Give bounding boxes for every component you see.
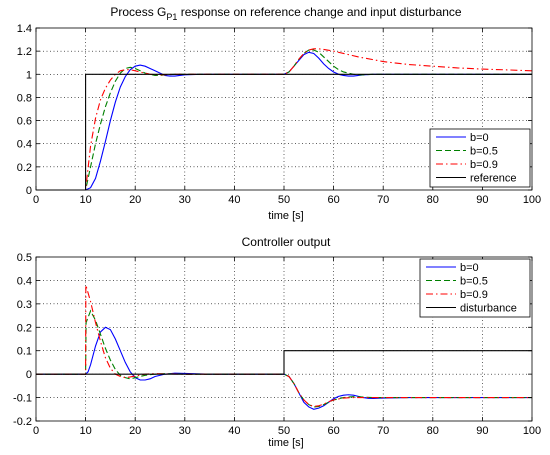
bottom-x-tick-label: 80 bbox=[427, 425, 439, 437]
bottom-x-tick-label: 30 bbox=[179, 425, 191, 437]
top-title-subscript: P1 bbox=[166, 12, 177, 22]
top-y-tick-label: 1 bbox=[26, 69, 32, 81]
bottom-legend-label: b=0 bbox=[460, 262, 479, 274]
bottom-series-b-0-9-line bbox=[36, 284, 532, 408]
bottom-y-tick-label: 0.5 bbox=[17, 252, 32, 264]
bottom-plot: 0 10 20 30 40 50 60 70 80 90 100 -0.2 -0.1 0 0.1 0.2 0.3… bbox=[13, 252, 541, 437]
top-chart-title: Process GP1 response on reference change… bbox=[110, 5, 462, 22]
bottom-y-tick-label: 0.1 bbox=[17, 346, 32, 358]
top-x-tick-label: 10 bbox=[79, 194, 91, 206]
top-x-axis-label: time [s] bbox=[268, 210, 303, 222]
top-x-tick-label: 70 bbox=[377, 194, 389, 206]
bottom-x-tick-label: 70 bbox=[377, 425, 389, 437]
top-y-tick-label: 0.6 bbox=[17, 116, 32, 128]
bottom-legend-label: b=0.9 bbox=[460, 289, 488, 301]
bottom-x-tick-label: 60 bbox=[327, 425, 339, 437]
top-legend: b=0 b=0.5b=0.9 reference bbox=[429, 128, 531, 188]
top-y-tick-label: 1.4 bbox=[17, 23, 32, 35]
bottom-series-disturbance-line bbox=[36, 350, 532, 375]
top-legend-label: b=0 bbox=[470, 132, 489, 144]
bottom-x-tick-label: 50 bbox=[278, 425, 290, 437]
top-title-main: Process G bbox=[110, 5, 166, 19]
bottom-legend: b=0 b=0.5b=0.9 disturbance bbox=[419, 258, 531, 318]
top-series-b-0-9-line bbox=[36, 48, 533, 191]
bottom-legend-label: b=0.5 bbox=[460, 276, 488, 288]
top-x-tick-label: 60 bbox=[327, 194, 339, 206]
top-y-tick-label: 0 bbox=[26, 185, 32, 197]
top-y-tick-label: 0.4 bbox=[17, 139, 32, 151]
top-x-tick-label: 80 bbox=[427, 194, 439, 206]
bottom-y-tick-label: -0.2 bbox=[13, 416, 32, 428]
top-x-tick-label: 20 bbox=[129, 194, 141, 206]
bottom-x-axis-label: time [s] bbox=[268, 437, 303, 449]
top-x-tick-label: 100 bbox=[523, 194, 541, 206]
top-legend-label: b=0.5 bbox=[470, 146, 498, 158]
bottom-y-tick-label: 0.2 bbox=[17, 322, 32, 334]
top-x-tick-label: 50 bbox=[278, 194, 290, 206]
bottom-legend-label: disturbance bbox=[460, 303, 517, 315]
bottom-x-tick-label: 100 bbox=[523, 425, 541, 437]
bottom-x-tick-label: 90 bbox=[476, 425, 488, 437]
bottom-y-tick-label: -0.1 bbox=[13, 393, 32, 405]
top-y-tick-label: 1.2 bbox=[17, 46, 32, 58]
top-y-tick-label: 0.8 bbox=[17, 92, 32, 104]
bottom-x-tick-label: 40 bbox=[228, 425, 240, 437]
top-legend-label: reference bbox=[470, 173, 516, 185]
top-x-tick-label: 30 bbox=[179, 194, 191, 206]
bottom-x-tick-label: 10 bbox=[79, 425, 91, 437]
bottom-chart-title: Controller output bbox=[242, 235, 331, 249]
top-plot: 0 10 20 30 40 50 60 70 80 90 100 0 0.2 0.4 0.6 0.8 1 1.2 1… bbox=[17, 23, 541, 206]
top-x-tick-label: 40 bbox=[228, 194, 240, 206]
bottom-y-tick-label: 0.3 bbox=[17, 299, 32, 311]
top-legend-label: b=0.9 bbox=[470, 159, 498, 171]
top-y-tick-label: 0.2 bbox=[17, 162, 32, 174]
top-x-tick-label: 0 bbox=[33, 194, 39, 206]
bottom-x-tick-label: 20 bbox=[129, 425, 141, 437]
top-title-rest: response on reference change and input d… bbox=[177, 5, 462, 19]
bottom-y-tick-label: 0.4 bbox=[17, 275, 32, 287]
bottom-y-tick-label: 0 bbox=[26, 369, 32, 381]
top-x-tick-label: 90 bbox=[476, 194, 488, 206]
bottom-x-tick-label: 0 bbox=[33, 425, 39, 437]
